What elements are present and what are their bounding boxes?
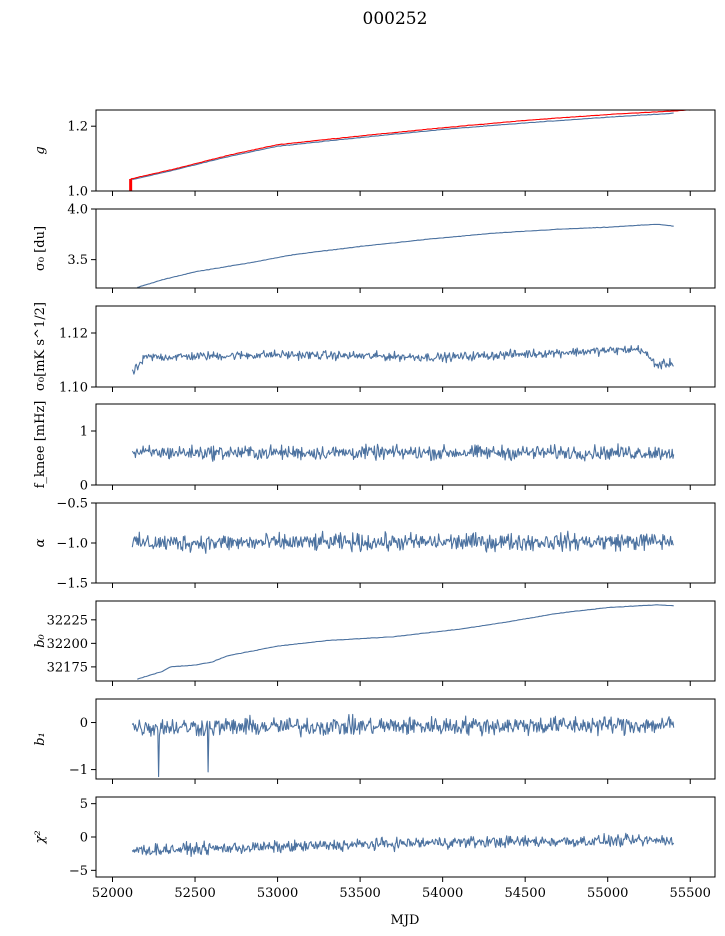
series-alpha-0: [131, 530, 674, 554]
panel-alpha: −1.5 −1.0 −0.5 α: [33, 497, 716, 592]
x-axis-label: MJD: [391, 913, 420, 928]
panel-sigma0-du: 3.5 4.0 σ₀ [du]: [33, 203, 716, 293]
series-sigma0-du-0: [137, 223, 674, 288]
axes-frame-b1: [95, 698, 716, 780]
series-chi2-0: [131, 832, 675, 858]
panels-group: 1.0 1.2 g 3.5 4.0 σ₀ [du] 1.10 1.12 σ₀[mK s^1/2]…: [33, 109, 716, 901]
y-axis-label-fknee: f_knee [mHz]: [33, 401, 48, 489]
xtick-label-5: 54500: [504, 886, 545, 901]
ytick-label-b1-1: 0: [80, 716, 88, 731]
series-b0-0: [137, 604, 674, 680]
panel-b1: −1 0 b₁: [33, 698, 716, 784]
xtick-label-1: 52500: [174, 886, 215, 901]
panel-fknee: 0 1 f_knee [mHz]: [33, 401, 716, 494]
ytick-label-sigma0-du-0: 3.5: [67, 253, 88, 268]
series-g-0: [132, 112, 674, 181]
panel-g: 1.0 1.2 g: [33, 109, 716, 200]
panel-sigma0-mk: 1.10 1.12 σ₀[mK s^1/2]: [33, 302, 716, 396]
ytick-label-alpha-1: −1.0: [56, 537, 88, 552]
xtick-label-2: 53000: [257, 886, 298, 901]
ytick-label-sigma0-mk-1: 1.12: [59, 327, 88, 342]
y-axis-label-sigma0-mk: σ₀[mK s^1/2]: [33, 302, 48, 391]
series-b1-0: [131, 713, 675, 778]
ytick-label-b1-0: −1: [69, 763, 88, 778]
axes-frame-sigma0-du: [95, 208, 716, 289]
ytick-label-b0-2: 32225: [47, 613, 88, 628]
series-sigma0-mk-0: [131, 344, 674, 375]
y-axis-label-chi2: χ²: [33, 830, 48, 844]
series-g-1: [130, 110, 691, 180]
ytick-label-g-1: 1.2: [67, 120, 88, 135]
xtick-label-6: 55000: [587, 886, 628, 901]
y-axis-label-alpha: α: [33, 538, 48, 547]
series-fknee-0: [131, 443, 675, 462]
axes-frame-alpha: [95, 502, 716, 584]
ytick-label-sigma0-du-1: 4.0: [67, 203, 88, 218]
ytick-label-alpha-2: −0.5: [56, 497, 88, 512]
axes-frame-chi2: [95, 796, 716, 878]
y-axis-label-g: g: [33, 146, 48, 154]
ytick-label-chi2-2: 5: [80, 797, 88, 812]
y-axis-label-b0: b₀: [33, 633, 48, 647]
figure-title: 000252: [363, 9, 428, 29]
y-axis-label-sigma0-du: σ₀ [du]: [33, 226, 48, 271]
ytick-label-g-0: 1.0: [67, 185, 88, 200]
ytick-label-alpha-0: −1.5: [56, 577, 88, 592]
xtick-label-3: 53500: [339, 886, 380, 901]
ytick-label-b0-1: 32200: [47, 637, 88, 652]
panel-chi2: −5 0 5 52000 52500 53000 53500 54000 54500 55000 5…: [33, 796, 716, 901]
ytick-label-fknee-1: 1: [80, 425, 88, 440]
xtick-label-4: 54000: [422, 886, 463, 901]
axes-frame-g: [95, 109, 716, 192]
y-axis-label-b1: b₁: [33, 732, 48, 746]
axes-frame-fknee: [95, 403, 716, 486]
ytick-label-b0-0: 32175: [47, 660, 88, 675]
ytick-label-chi2-0: −5: [69, 864, 88, 879]
xtick-label-7: 55500: [670, 886, 711, 901]
ytick-label-chi2-1: 0: [80, 831, 88, 846]
panel-b0: 32175 32200 32225 b₀: [33, 600, 716, 686]
xtick-label-0: 52000: [92, 886, 133, 901]
axes-frame-sigma0-mk: [95, 305, 716, 388]
axes-frame-b0: [95, 600, 716, 682]
ytick-label-sigma0-mk-0: 1.10: [59, 381, 88, 396]
ytick-label-fknee-0: 0: [80, 479, 88, 494]
